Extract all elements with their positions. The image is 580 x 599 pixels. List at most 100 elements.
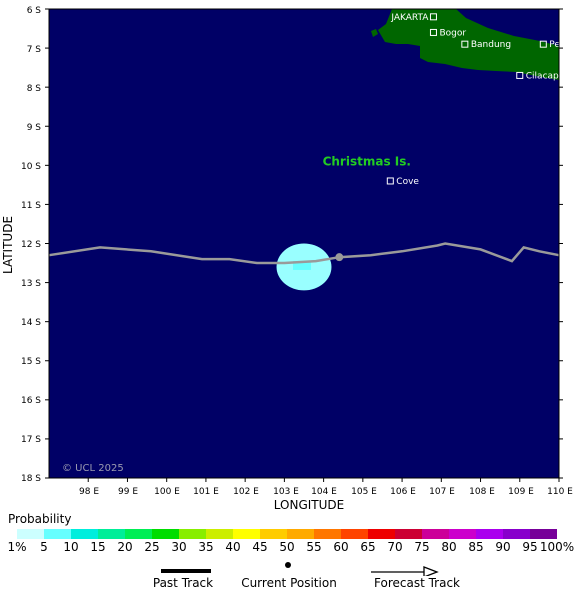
lat-tick-label: 16 S	[21, 396, 41, 406]
scale-label: 60	[333, 540, 349, 554]
scale-swatch	[206, 529, 233, 539]
probability-title: Probability	[8, 512, 72, 526]
city-label: Cove	[396, 177, 419, 187]
scale-label: 45	[252, 540, 268, 554]
map-frame	[48, 8, 560, 479]
city-marker	[429, 28, 437, 36]
lon-tick-label: 98 E	[79, 487, 99, 497]
scale-swatch	[503, 529, 530, 539]
lon-tick-label: 102 E	[233, 487, 259, 497]
lon-tick-label: 110 E	[547, 487, 573, 497]
city-marker	[539, 40, 547, 48]
lon-tick-label: 107 E	[429, 487, 455, 497]
legend-past-track: Past Track	[118, 562, 248, 592]
lon-tick-label: 104 E	[311, 487, 337, 497]
scale-label: 30	[171, 540, 187, 554]
lon-tick-label: 99 E	[118, 487, 138, 497]
scale-swatch	[395, 529, 422, 539]
scale-swatch	[233, 529, 260, 539]
city-label: Pekalongan	[549, 40, 580, 50]
lon-tick-label: 105 E	[351, 487, 377, 497]
lat-tick-label: 6 S	[27, 6, 42, 16]
probability-core	[293, 260, 311, 270]
scale-swatch	[530, 529, 557, 539]
scale-swatch	[152, 529, 179, 539]
lat-tick-label: 18 S	[21, 474, 41, 484]
scale-label: 35	[198, 540, 214, 554]
city-marker	[516, 71, 524, 79]
scale-swatch	[341, 529, 368, 539]
forecast-track-label: Forecast Track	[374, 576, 460, 590]
lon-tick-label: 108 E	[469, 487, 495, 497]
scale-label: 95	[522, 540, 538, 554]
lat-tick-label: 13 S	[21, 279, 41, 289]
lon-tick-label: 106 E	[390, 487, 416, 497]
scale-swatch	[287, 529, 314, 539]
lat-tick-label: 8 S	[27, 84, 42, 94]
lat-tick-label: 17 S	[21, 435, 41, 445]
city-marker	[461, 40, 469, 48]
latitude-axis-title: LATITUDE	[1, 216, 15, 274]
scale-swatch	[179, 529, 206, 539]
lon-tick-label: 100 E	[154, 487, 180, 497]
scale-label: 20	[117, 540, 133, 554]
scale-swatch	[44, 529, 71, 539]
lat-tick-label: 10 S	[21, 162, 41, 172]
scale-swatch	[71, 529, 98, 539]
past-track-symbol	[161, 569, 211, 573]
scale-label: 50	[279, 540, 295, 554]
scale-label: 70	[387, 540, 403, 554]
scale-swatch	[125, 529, 152, 539]
city-marker	[386, 177, 394, 185]
scale-label: 25	[144, 540, 160, 554]
scale-label: 100%	[539, 540, 575, 554]
scale-label: 55	[306, 540, 322, 554]
scale-label: 90	[495, 540, 511, 554]
ocean-background	[49, 9, 559, 478]
scale-swatch	[260, 529, 287, 539]
lat-tick-label: 15 S	[21, 357, 41, 367]
scale-swatch	[98, 529, 125, 539]
scale-label: 75	[414, 540, 430, 554]
lat-tick-label: 9 S	[27, 123, 42, 133]
scale-label: 10	[63, 540, 79, 554]
legend-forecast-track: Forecast Track	[352, 562, 482, 592]
scale-label: 80	[441, 540, 457, 554]
current-position-symbol	[285, 562, 291, 568]
probability-scale-labels: 1% 5 10 15 20 25 30 35 40 45 50 55 60 65 70 75 80 85 90 95 1…	[0, 540, 580, 556]
scale-swatch	[449, 529, 476, 539]
lon-tick-label: 109 E	[508, 487, 534, 497]
christmas-island-label: Christmas Is.	[323, 154, 411, 168]
city-label: Cilacap	[526, 71, 559, 81]
scale-swatch	[368, 529, 395, 539]
city-label: Bogor	[439, 28, 466, 38]
scale-label: 15	[90, 540, 106, 554]
lat-tick-label: 14 S	[21, 318, 41, 328]
scale-label: 85	[468, 540, 484, 554]
lon-tick-label: 101 E	[193, 487, 219, 497]
current-position-marker	[335, 253, 344, 262]
lat-tick-label: 12 S	[21, 240, 41, 250]
forecast-track-symbol	[371, 566, 439, 576]
scale-label: 65	[360, 540, 376, 554]
city-marker	[429, 13, 437, 21]
scale-swatch	[314, 529, 341, 539]
scale-swatch	[422, 529, 449, 539]
storm-probability-map: JAKARTA Bogor Bandung Pekalongan Cilacap Cove…	[1, 6, 580, 510]
past-track-label: Past Track	[152, 576, 214, 590]
scale-swatch	[17, 529, 44, 539]
copyright-label: © UCL 2025	[62, 463, 124, 474]
lat-tick-label: 7 S	[27, 45, 42, 55]
scale-swatch	[476, 529, 503, 539]
java-landmass	[378, 9, 559, 80]
current-position-label: Current Position	[241, 576, 337, 590]
scale-label: 1%	[7, 540, 27, 554]
islet	[371, 29, 378, 37]
longitude-axis-title: LONGITUDE	[274, 498, 344, 510]
city-label: JAKARTA	[390, 13, 429, 23]
probability-color-scale	[17, 529, 557, 539]
scale-label: 40	[225, 540, 241, 554]
lat-tick-label: 11 S	[21, 201, 41, 211]
legend-current-position: Current Position	[224, 562, 354, 592]
storm-track	[48, 242, 560, 265]
